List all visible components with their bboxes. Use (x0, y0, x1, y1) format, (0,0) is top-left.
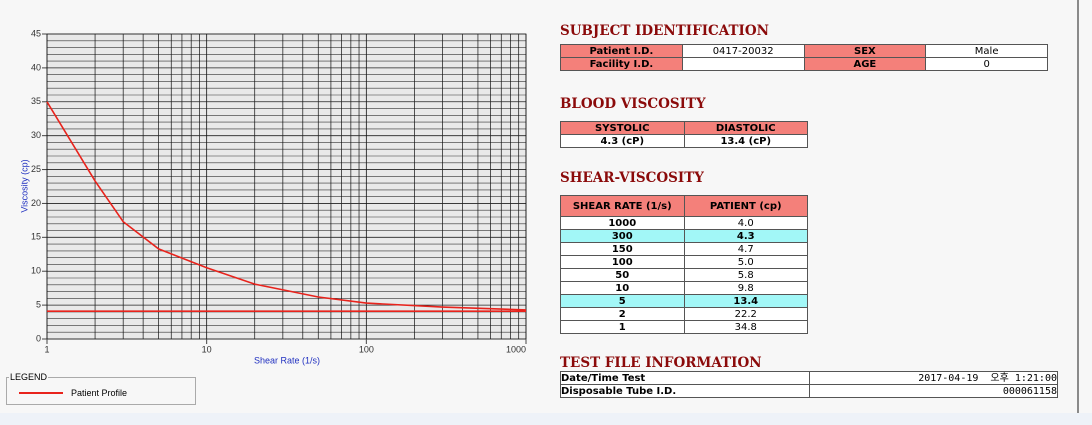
y-tick-label: 5 (36, 299, 41, 309)
cell: 100 (560, 255, 685, 269)
blood-table: SYSTOLIC DIASTOLIC 4.3 (cP) 13.4 (cP) (560, 121, 808, 148)
cell: 2 (560, 307, 685, 321)
table-row: Disposable Tube I.D. 000061158 (560, 384, 1058, 398)
y-tick-label: 25 (31, 164, 41, 174)
cell: 1000 (560, 216, 685, 230)
y-tick-label: 15 (31, 232, 41, 242)
cell: 1 (560, 320, 685, 334)
cell: SYSTOLIC (560, 121, 685, 135)
plot-area (46, 33, 527, 340)
divider (1077, 0, 1079, 413)
subject-table: Patient I.D. 0417-20032 SEX Male Facility I… (560, 44, 1048, 71)
cell: 5.8 (683, 268, 808, 282)
section-title: TEST FILE INFORMATION (560, 355, 762, 371)
x-tick-label: 100 (359, 344, 374, 354)
y-tick-label: 10 (31, 266, 41, 276)
cell: 50 (560, 268, 685, 282)
section-title: BLOOD VISCOSITY (560, 96, 706, 112)
cell: 5 (560, 294, 685, 308)
cell: 13.4 (683, 294, 808, 308)
cell (681, 57, 805, 71)
cell: 13.4 (cP) (683, 134, 808, 148)
cell: Male (925, 44, 1048, 58)
cell: Disposable Tube I.D. (560, 384, 810, 398)
cell: 300 (560, 229, 685, 243)
table-row: 5 13.4 (560, 294, 808, 308)
table-row: 150 4.7 (560, 242, 808, 256)
cell: 4.3 (cP) (560, 134, 685, 148)
cell: 000061158 (809, 384, 1058, 398)
test-file-table: Date/Time Test 2017-04-19 오후 1:21:00 Dispo… (560, 371, 1058, 398)
cell: 4.7 (683, 242, 808, 256)
table-row: 50 5.8 (560, 268, 808, 282)
table-row: 2 22.2 (560, 307, 808, 321)
section-title: SUBJECT IDENTIFICATION (560, 23, 769, 39)
x-tick-label: 1 (44, 344, 49, 354)
data-line (46, 101, 527, 311)
status-strip (0, 413, 1092, 425)
y-tick-label: 30 (31, 130, 41, 140)
cell: 9.8 (683, 281, 808, 295)
cell: 4.0 (683, 216, 808, 230)
table-row: 10 9.8 (560, 281, 808, 295)
table-row: 1 34.8 (560, 320, 808, 334)
x-tick-label: 1000 (506, 344, 526, 354)
table-row: 100 5.0 (560, 255, 808, 269)
cell: 34.8 (683, 320, 808, 334)
shear-table: SHEAR RATE (1/s) PATIENT (cp) 1000 4.0 300 4… (560, 195, 808, 334)
x-tick-label: 10 (202, 344, 212, 354)
legend-title: LEGEND (9, 372, 49, 382)
y-tick-label: 0 (36, 333, 41, 343)
chart: Shear Rate (1/s) Viscosity (cp) 0 5 10 15 20… (19, 28, 527, 365)
cell: Date/Time Test (560, 371, 810, 385)
y-axis-label: Viscosity (cp) (19, 159, 29, 212)
cell: 22.2 (683, 307, 808, 321)
cell: 5.0 (683, 255, 808, 269)
legend-label: Patient Profile (71, 388, 128, 398)
cell: 0 (925, 57, 1048, 71)
section-title: SHEAR-VISCOSITY (560, 170, 704, 186)
cell: 150 (560, 242, 685, 256)
y-tick-label: 40 (31, 62, 41, 72)
cell: SEX (803, 44, 927, 58)
cell: Facility I.D. (560, 57, 683, 71)
y-tick-label: 20 (31, 198, 41, 208)
legend: LEGEND Patient Profile (6, 372, 196, 405)
cell: PATIENT (cp) (683, 195, 808, 217)
y-tick-label: 45 (31, 28, 41, 38)
y-tick-label: 35 (31, 96, 41, 106)
table-row: 1000 4.0 (560, 216, 808, 230)
x-axis-label: Shear Rate (1/s) (254, 355, 320, 365)
cell: 0417-20032 (681, 44, 805, 58)
table-row: 300 4.3 (560, 229, 808, 243)
cell: SHEAR RATE (1/s) (560, 195, 685, 217)
cell: DIASTOLIC (683, 121, 808, 135)
cell: AGE (803, 57, 927, 71)
cell: 10 (560, 281, 685, 295)
cell: Patient I.D. (560, 44, 683, 58)
cell: 4.3 (683, 229, 808, 243)
cell: 2017-04-19 오후 1:21:00 (809, 371, 1058, 385)
legend-swatch (19, 392, 63, 394)
table-row: Date/Time Test 2017-04-19 오후 1:21:00 (560, 371, 1058, 385)
